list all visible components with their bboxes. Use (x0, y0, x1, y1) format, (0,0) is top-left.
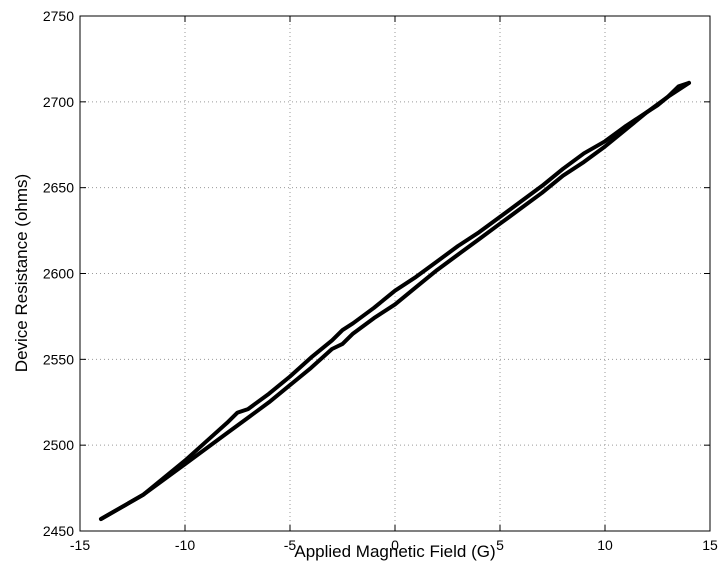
x-tick-label: -15 (70, 537, 90, 553)
x-tick-label: 0 (391, 537, 399, 553)
x-tick-labels: -15 -10 -5 0 5 10 15 (70, 537, 718, 553)
y-tick-label: 2650 (43, 180, 74, 196)
series-group (99, 80, 691, 521)
y-tick-label: 2750 (43, 8, 74, 24)
y-axis-title: Device Resistance (ohms) (12, 174, 31, 372)
y-tick-label: 2600 (43, 266, 74, 282)
grid (80, 16, 710, 531)
ticks (79, 15, 711, 532)
series-line-2 (99, 80, 691, 521)
x-tick-label: 15 (702, 537, 718, 553)
y-tick-label: 2700 (43, 94, 74, 110)
y-tick-label: 2500 (43, 437, 74, 453)
x-tick-label: -10 (175, 537, 195, 553)
series-line-1 (99, 80, 691, 521)
y-tick-labels: 2450 2500 2550 2600 2650 2700 2750 (43, 8, 74, 539)
plot-frame (79, 15, 711, 532)
y-tick-label: 2550 (43, 351, 74, 367)
y-tick-label: 2450 (43, 523, 74, 539)
x-axis-title: Applied Magnetic Field (G) (294, 542, 495, 561)
x-tick-label: 5 (496, 537, 504, 553)
x-tick-label: 10 (597, 537, 613, 553)
x-tick-label: -5 (284, 537, 297, 553)
